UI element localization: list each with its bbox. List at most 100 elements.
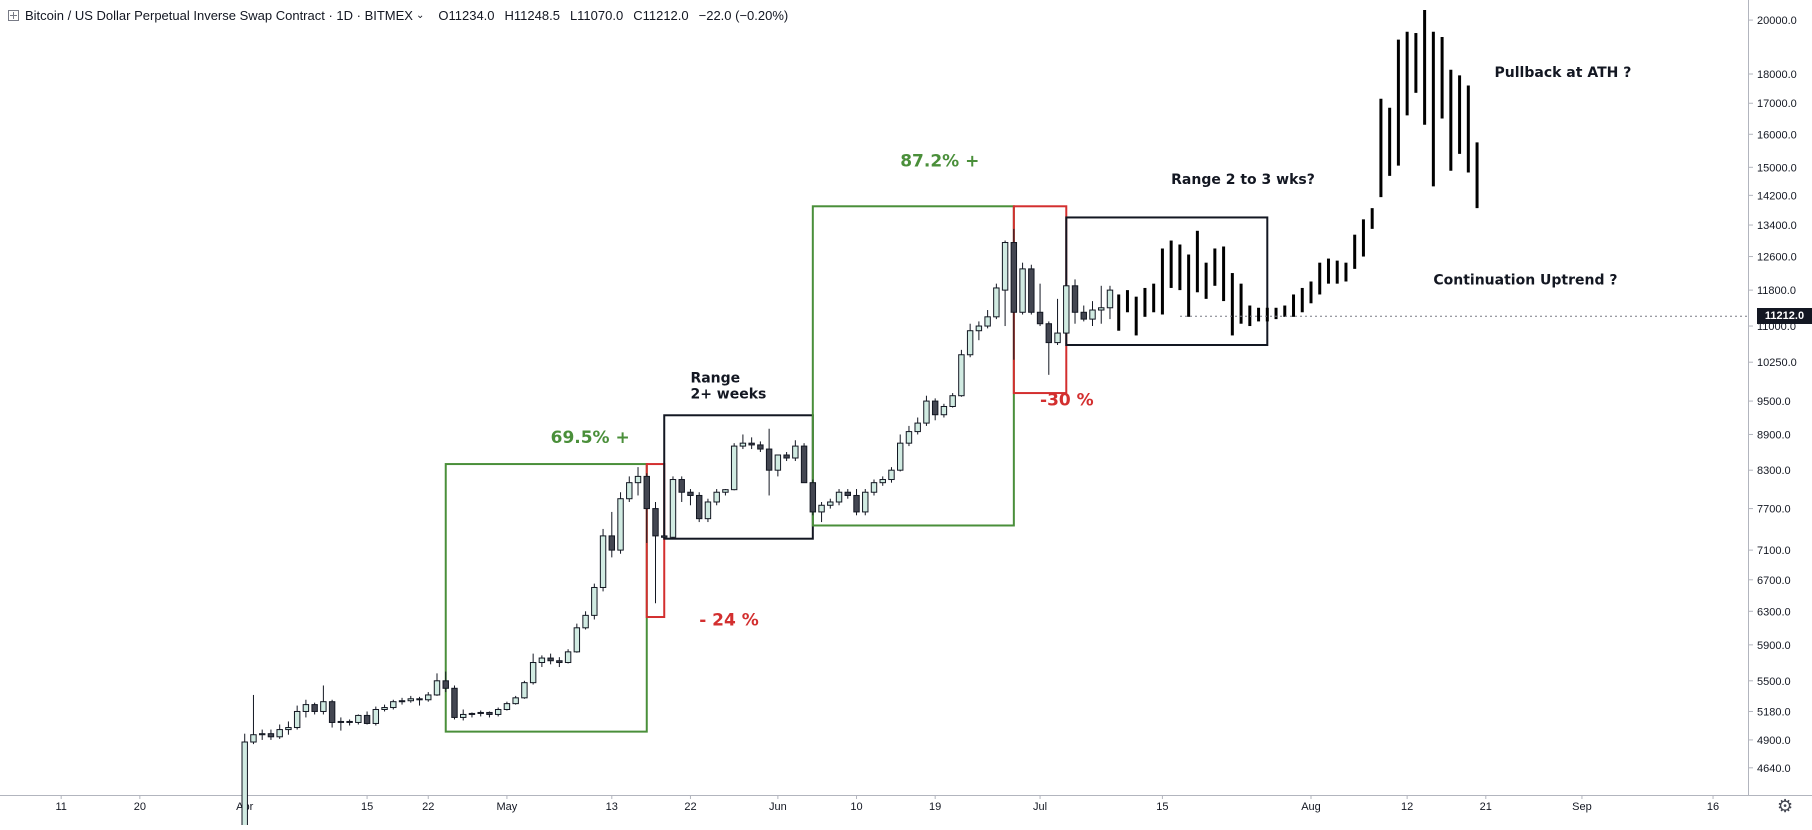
candle-body [425, 694, 432, 701]
candle-body [608, 535, 616, 551]
price-tick-label: 8900.0 [1757, 429, 1791, 441]
candle-body [713, 491, 720, 503]
candle-body [722, 489, 729, 493]
candle-body [730, 445, 738, 491]
close-value: C11212.0 [633, 7, 689, 23]
candle-body [293, 710, 301, 729]
candle-body [355, 714, 362, 723]
candle-body [870, 482, 878, 493]
time-tick-label: 19 [929, 801, 941, 813]
annotation-label: Continuation Uptrend ? [1433, 273, 1617, 289]
price-tick-label: 6700.0 [1757, 575, 1791, 587]
candle-body [1071, 285, 1079, 313]
candle-body [862, 491, 869, 513]
price-tick-label: 15000.0 [1757, 162, 1797, 174]
time-tick-label: 22 [684, 801, 696, 813]
candle-body [879, 479, 886, 484]
candle-body [337, 720, 345, 723]
current-price-label: 11212.0 [1757, 308, 1812, 325]
candle-body [993, 287, 1000, 318]
time-tick-label: Jul [1033, 801, 1047, 813]
time-tick-label: 21 [1480, 801, 1492, 813]
candle-body [940, 405, 948, 416]
price-tick-label: 17000.0 [1757, 98, 1797, 110]
candle-body [678, 479, 685, 493]
price-tick-label: 6300.0 [1757, 606, 1791, 618]
candle-body [460, 713, 467, 718]
candle-body [984, 316, 991, 327]
candle-body [1019, 268, 1026, 313]
price-tick-label: 14200.0 [1757, 190, 1797, 202]
time-tick-label: May [497, 801, 518, 813]
candle-body [416, 698, 423, 701]
green-range-box [444, 463, 648, 733]
candle-body [494, 709, 502, 715]
candle-body [958, 354, 965, 397]
candle-body [774, 454, 782, 471]
candle-body [486, 711, 493, 715]
candle-body [512, 697, 519, 705]
annotation-label: Pullback at ATH ? [1495, 65, 1632, 81]
candle-body [582, 614, 589, 629]
candle-body [975, 325, 983, 332]
gear-icon[interactable]: ⚙ [1777, 796, 1794, 816]
annotation-label: Range [690, 371, 740, 387]
candle-body [320, 701, 327, 712]
candle-body [818, 504, 825, 513]
candle-body [381, 707, 388, 711]
candle-body [1098, 307, 1105, 311]
time-tick-label: 22 [422, 801, 434, 813]
candle-body [564, 651, 572, 664]
time-tick-label: 15 [1156, 801, 1168, 813]
black-range-box [1065, 216, 1269, 347]
candle-body [591, 586, 598, 616]
change-value: −22.0 (−0.20%) [698, 7, 789, 23]
symbol-title[interactable]: Bitcoin / US Dollar Perpetual Inverse Sw… [25, 7, 413, 23]
price-tick-label: 11800.0 [1757, 285, 1796, 297]
green-range-box [811, 205, 1015, 527]
candle-body [1001, 242, 1009, 291]
time-tick-label: 16 [1707, 801, 1719, 813]
candle-body [258, 733, 266, 736]
chevron-down-icon[interactable]: ⌄ [415, 9, 425, 21]
candle-body [792, 445, 799, 459]
candle-body [652, 508, 659, 537]
candle-body [311, 704, 318, 712]
candle-body [905, 431, 913, 444]
time-tick-label: 11 [55, 801, 66, 813]
candle-body [1080, 311, 1087, 320]
price-tick-label: 5180.0 [1757, 706, 1791, 718]
price-tick-label: 9500.0 [1757, 396, 1791, 408]
candle-body [661, 535, 668, 538]
annotation-label: - 24 % [699, 610, 759, 630]
candle-body [442, 680, 449, 689]
price-tick-label: 20000.0 [1757, 15, 1797, 27]
price-tick-label: 18000.0 [1757, 69, 1797, 81]
plus-square-icon[interactable] [8, 9, 19, 21]
annotation-label: Range 2 to 3 wks? [1171, 172, 1315, 188]
annotation-label: 69.5% + [551, 428, 630, 448]
price-tick-label: 12600.0 [1757, 252, 1797, 264]
candle-body [1028, 268, 1035, 313]
time-tick-label: 20 [134, 801, 146, 813]
candle-body [1089, 309, 1096, 320]
high-value: H11248.5 [504, 7, 560, 23]
candle-body [888, 469, 895, 481]
candle-body [285, 727, 292, 731]
candle-body [556, 660, 563, 664]
price-tick-label: 7700.0 [1757, 504, 1791, 516]
price-tick-label: 16000.0 [1757, 129, 1797, 141]
candle-body [757, 444, 764, 450]
open-value: O11234.0 [438, 7, 495, 23]
price-tick-label: 7100.0 [1757, 545, 1791, 557]
candle-body [765, 448, 773, 471]
candle-body [521, 682, 528, 699]
price-tick-label: 4900.0 [1757, 735, 1791, 747]
annotation-label: 87.2% + [900, 152, 979, 172]
annotation-label: -30 % [1040, 390, 1094, 410]
candle-body [468, 712, 476, 715]
candle-body [390, 701, 397, 709]
time-tick-label: 10 [850, 801, 862, 813]
